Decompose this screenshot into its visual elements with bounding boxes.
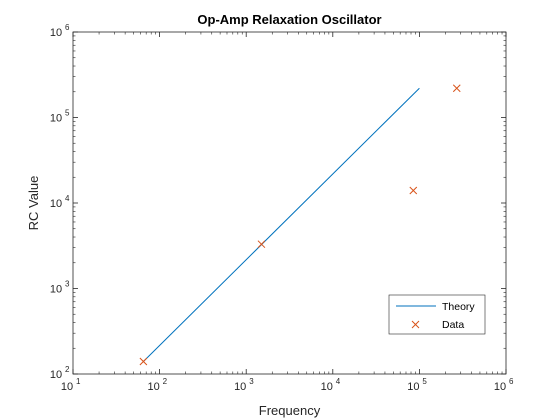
- y-tick-label: 10: [50, 284, 62, 296]
- x-tick-labels: 10 1 10 2 10 3 10 4 10 5 10 6: [61, 377, 514, 393]
- x-tick-label: 10: [61, 381, 73, 393]
- y-tick-label: 10: [50, 198, 62, 210]
- y-tick-exponent: 2: [65, 365, 70, 374]
- y-tick-exponent: 5: [65, 109, 70, 118]
- legend: Theory Data: [388, 294, 486, 335]
- y-tick-label: 10: [50, 113, 62, 125]
- legend-box: [388, 294, 486, 335]
- x-tick-exponent: 1: [76, 377, 81, 386]
- series-theory-line: [143, 87, 420, 362]
- y-tick-label: 10: [50, 369, 62, 381]
- data-point-marker: [139, 357, 148, 366]
- x-tick-label: 10: [494, 381, 506, 393]
- chart-title: Op-Amp Relaxation Oscillator: [197, 12, 381, 27]
- legend-data-marker: [411, 320, 420, 329]
- data-point-marker: [409, 186, 418, 195]
- data-point-marker: [452, 84, 461, 93]
- x-tick-label: 10: [147, 381, 159, 393]
- data-point-marker: [257, 240, 266, 249]
- legend-theory-label: Theory: [442, 301, 475, 313]
- x-tick-label: 10: [321, 381, 333, 393]
- x-tick-exponent: 4: [336, 377, 341, 386]
- axes-box: [72, 31, 507, 375]
- legend-data-label: Data: [442, 319, 464, 331]
- y-tick-exponent: 6: [65, 23, 70, 32]
- y-tick-exponent: 4: [65, 194, 70, 203]
- x-tick-exponent: 5: [422, 377, 427, 386]
- plot-series: [139, 84, 461, 366]
- y-axis-label: RC Value: [26, 176, 41, 231]
- x-axis-label: Frequency: [259, 403, 321, 418]
- x-tick-exponent: 6: [509, 377, 514, 386]
- y-tick-label: 10: [50, 27, 62, 39]
- x-tick-exponent: 3: [249, 377, 254, 386]
- y-tick-exponent: 3: [65, 280, 70, 289]
- x-tick-label: 10: [407, 381, 419, 393]
- x-tick-exponent: 2: [163, 377, 168, 386]
- x-tick-label: 10: [234, 381, 246, 393]
